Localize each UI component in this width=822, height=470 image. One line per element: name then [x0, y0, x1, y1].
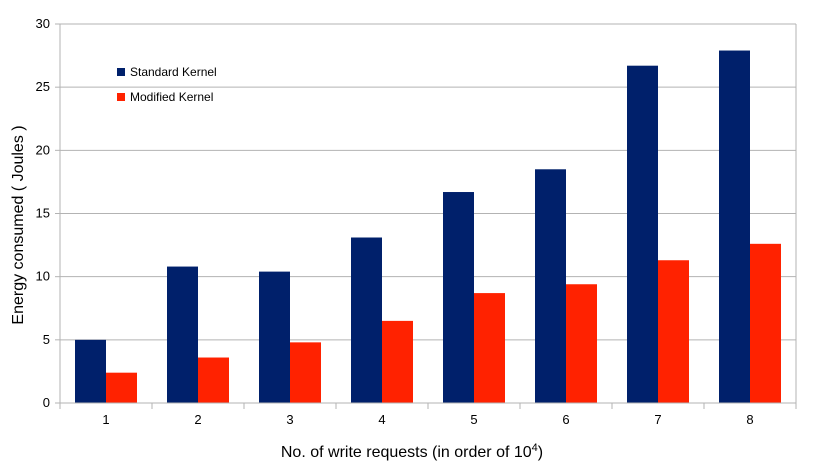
x-tick-label: 5 — [470, 412, 477, 427]
y-axis-title: Energy consumed ( Joules ) — [10, 125, 27, 324]
y-tick-label: 5 — [43, 332, 50, 347]
y-tick-label: 30 — [36, 16, 50, 31]
bar-modified-6 — [566, 284, 597, 403]
x-axis-title-text: No. of write requests (in order of 10 — [281, 444, 532, 461]
legend-label-standard: Standard Kernel — [130, 65, 217, 79]
x-tick-label: 4 — [378, 412, 385, 427]
y-tick-label: 15 — [36, 206, 50, 221]
bar-standard-2 — [167, 266, 198, 403]
bar-standard-7 — [627, 65, 658, 403]
x-axis-title: No. of write requests (in order of 104) — [281, 442, 543, 461]
x-tick-label: 3 — [286, 412, 293, 427]
x-axis-ticks: 1 2 3 4 5 6 7 8 — [59, 402, 797, 427]
bar-modified-1 — [106, 372, 137, 403]
x-axis-title-close: ) — [538, 444, 543, 461]
legend-label-modified: Modified Kernel — [130, 90, 213, 104]
bars — [75, 50, 781, 403]
bar-standard-4 — [351, 237, 382, 403]
x-tick-label: 1 — [102, 412, 109, 427]
x-tick-label: 7 — [654, 412, 661, 427]
bar-standard-1 — [75, 339, 106, 403]
bar-standard-3 — [259, 271, 290, 403]
legend-swatch-modified — [117, 93, 125, 101]
x-tick-label: 2 — [194, 412, 201, 427]
x-tick-label: 6 — [562, 412, 569, 427]
y-tick-label: 10 — [36, 269, 50, 284]
x-tick-label: 8 — [746, 412, 753, 427]
y-axis-ticks: 0 5 10 15 20 25 30 — [36, 16, 60, 410]
x-axis-title-exponent: 4 — [532, 442, 538, 454]
bar-modified-2 — [198, 357, 229, 403]
y-tick-label: 25 — [36, 79, 50, 94]
bar-modified-5 — [474, 293, 505, 403]
bar-modified-7 — [658, 260, 689, 403]
bar-standard-6 — [535, 169, 566, 403]
bar-modified-3 — [290, 342, 321, 403]
bar-modified-8 — [750, 243, 781, 403]
y-tick-label: 0 — [43, 395, 50, 410]
bar-standard-5 — [443, 192, 474, 403]
legend-swatch-standard — [117, 68, 125, 76]
bar-modified-4 — [382, 320, 413, 403]
bar-standard-8 — [719, 50, 750, 403]
legend: Standard Kernel Modified Kernel — [117, 65, 217, 104]
y-tick-label: 20 — [36, 142, 50, 157]
